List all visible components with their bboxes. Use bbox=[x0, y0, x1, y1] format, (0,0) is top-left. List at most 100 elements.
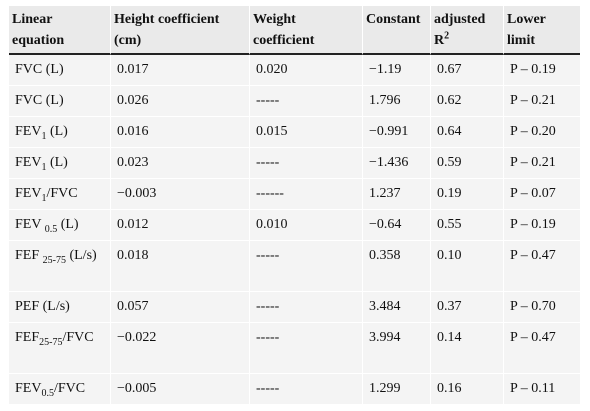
header-lower-limit: Lower limit bbox=[504, 6, 580, 55]
cell-equation: FEF25-75/FVC bbox=[9, 323, 111, 374]
cell-lower-limit: P – 0.20 bbox=[504, 117, 580, 148]
table-row: FEV1/FVC −0.003 ------ 1.237 0.19 P – 0.… bbox=[9, 179, 580, 210]
cell-r2: 0.10 bbox=[431, 241, 504, 292]
table-row: FEV1 (L) 0.016 0.015 −0.991 0.64 P – 0.2… bbox=[9, 117, 580, 148]
cell-r2: 0.64 bbox=[431, 117, 504, 148]
equation-suffix: /FVC bbox=[62, 330, 94, 345]
equation-name: FVC (L) bbox=[15, 62, 64, 77]
cell-weight: ----- bbox=[250, 292, 363, 323]
equation-name: FVC (L) bbox=[15, 93, 64, 108]
cell-constant: −0.991 bbox=[363, 117, 431, 148]
cell-weight: ----- bbox=[250, 323, 363, 374]
cell-weight: ----- bbox=[250, 86, 363, 117]
cell-equation: FVC (L) bbox=[9, 55, 111, 86]
cell-lower-limit: P – 0.21 bbox=[504, 86, 580, 117]
equation-suffix: /FVC bbox=[53, 381, 86, 396]
equation-subscript: 25-75 bbox=[39, 336, 63, 348]
equation-subscript: 1 bbox=[41, 130, 47, 142]
cell-height: 0.057 bbox=[111, 292, 250, 323]
cell-weight: ----- bbox=[250, 148, 363, 179]
cell-constant: 3.484 bbox=[363, 292, 431, 323]
equation-subscript: 1 bbox=[41, 161, 47, 173]
header-weight-coefficient: Weight coefficient bbox=[250, 6, 363, 55]
cell-constant: 1.796 bbox=[363, 86, 431, 117]
header-adjusted-r2: adjusted R2 bbox=[431, 6, 504, 55]
equation-suffix: (L) bbox=[46, 155, 68, 170]
equation-name: FEV bbox=[15, 124, 42, 139]
regression-table: Linear equation Height coefficient (cm) … bbox=[9, 6, 580, 405]
header-constant: Constant bbox=[363, 6, 431, 55]
cell-lower-limit: P – 0.19 bbox=[504, 55, 580, 86]
table-row: FEF 25-75 (L/s) 0.018 ----- 0.358 0.10 P… bbox=[9, 241, 580, 292]
equation-suffix: (L) bbox=[57, 217, 79, 232]
equation-name: PEF (L/s) bbox=[15, 299, 70, 314]
cell-height: −0.003 bbox=[111, 179, 250, 210]
table-row: FEV0.5/FVC −0.005 ----- 1.299 0.16 P – 0… bbox=[9, 374, 580, 405]
table-row: FEV 0.5 (L) 0.012 0.010 −0.64 0.55 P – 0… bbox=[9, 210, 580, 241]
table-row: FVC (L) 0.026 ----- 1.796 0.62 P – 0.21 bbox=[9, 86, 580, 117]
cell-r2: 0.14 bbox=[431, 323, 504, 374]
equation-name: FEF bbox=[15, 330, 40, 345]
header-r2-superscript: 2 bbox=[444, 30, 450, 42]
cell-constant: 1.237 bbox=[363, 179, 431, 210]
table-row: PEF (L/s) 0.057 ----- 3.484 0.37 P – 0.7… bbox=[9, 292, 580, 323]
equation-suffix: /FVC bbox=[46, 186, 78, 201]
cell-r2: 0.16 bbox=[431, 374, 504, 405]
table-row: FEV1 (L) 0.023 ----- −1.436 0.59 P – 0.2… bbox=[9, 148, 580, 179]
cell-weight: 0.010 bbox=[250, 210, 363, 241]
cell-lower-limit: P – 0.07 bbox=[504, 179, 580, 210]
cell-r2: 0.19 bbox=[431, 179, 504, 210]
cell-lower-limit: P – 0.11 bbox=[504, 374, 580, 405]
header-linear-equation: Linear equation bbox=[9, 6, 111, 55]
cell-height: −0.005 bbox=[111, 374, 250, 405]
equation-name: FEV bbox=[15, 155, 42, 170]
cell-r2: 0.59 bbox=[431, 148, 504, 179]
cell-weight: ----- bbox=[250, 374, 363, 405]
cell-constant: −1.19 bbox=[363, 55, 431, 86]
cell-weight: ------ bbox=[250, 179, 363, 210]
equation-subscript: 0.5 bbox=[41, 387, 54, 399]
equation-suffix: (L) bbox=[46, 124, 68, 139]
cell-lower-limit: P – 0.19 bbox=[504, 210, 580, 241]
header-height-coefficient: Height coefficient (cm) bbox=[111, 6, 250, 55]
cell-equation: FEV1 (L) bbox=[9, 117, 111, 148]
cell-height: 0.012 bbox=[111, 210, 250, 241]
cell-equation: FEV 0.5 (L) bbox=[9, 210, 111, 241]
equation-subscript: 0.5 bbox=[44, 223, 58, 235]
cell-equation: FEV1/FVC bbox=[9, 179, 111, 210]
cell-constant: −0.64 bbox=[363, 210, 431, 241]
cell-equation: FEV1 (L) bbox=[9, 148, 111, 179]
equation-name: FEV bbox=[15, 217, 45, 232]
cell-lower-limit: P – 0.21 bbox=[504, 148, 580, 179]
cell-r2: 0.62 bbox=[431, 86, 504, 117]
cell-r2: 0.67 bbox=[431, 55, 504, 86]
table-row: FEF25-75/FVC −0.022 ----- 3.994 0.14 P –… bbox=[9, 323, 580, 374]
cell-height: 0.016 bbox=[111, 117, 250, 148]
header-row: Linear equation Height coefficient (cm) … bbox=[9, 6, 580, 55]
cell-height: −0.022 bbox=[111, 323, 250, 374]
equation-subscript: 25-75 bbox=[42, 254, 66, 266]
cell-height: 0.017 bbox=[111, 55, 250, 86]
cell-weight: 0.020 bbox=[250, 55, 363, 86]
cell-weight: 0.015 bbox=[250, 117, 363, 148]
cell-height: 0.026 bbox=[111, 86, 250, 117]
cell-equation: FEF 25-75 (L/s) bbox=[9, 241, 111, 292]
equation-subscript: 1 bbox=[41, 192, 47, 204]
cell-r2: 0.55 bbox=[431, 210, 504, 241]
cell-constant: 0.358 bbox=[363, 241, 431, 292]
cell-lower-limit: P – 0.47 bbox=[504, 241, 580, 292]
cell-constant: −1.436 bbox=[363, 148, 431, 179]
equation-suffix: (L/s) bbox=[65, 248, 97, 263]
equation-name: FEV bbox=[15, 381, 42, 396]
equation-name: FEF bbox=[15, 248, 43, 263]
cell-r2: 0.37 bbox=[431, 292, 504, 323]
cell-weight: ----- bbox=[250, 241, 363, 292]
cell-equation: FEV0.5/FVC bbox=[9, 374, 111, 405]
cell-equation: FVC (L) bbox=[9, 86, 111, 117]
cell-height: 0.023 bbox=[111, 148, 250, 179]
header-adjusted-r2-text: adjusted R bbox=[434, 12, 486, 48]
cell-constant: 3.994 bbox=[363, 323, 431, 374]
equation-name: FEV bbox=[15, 186, 42, 201]
cell-lower-limit: P – 0.47 bbox=[504, 323, 580, 374]
cell-constant: 1.299 bbox=[363, 374, 431, 405]
